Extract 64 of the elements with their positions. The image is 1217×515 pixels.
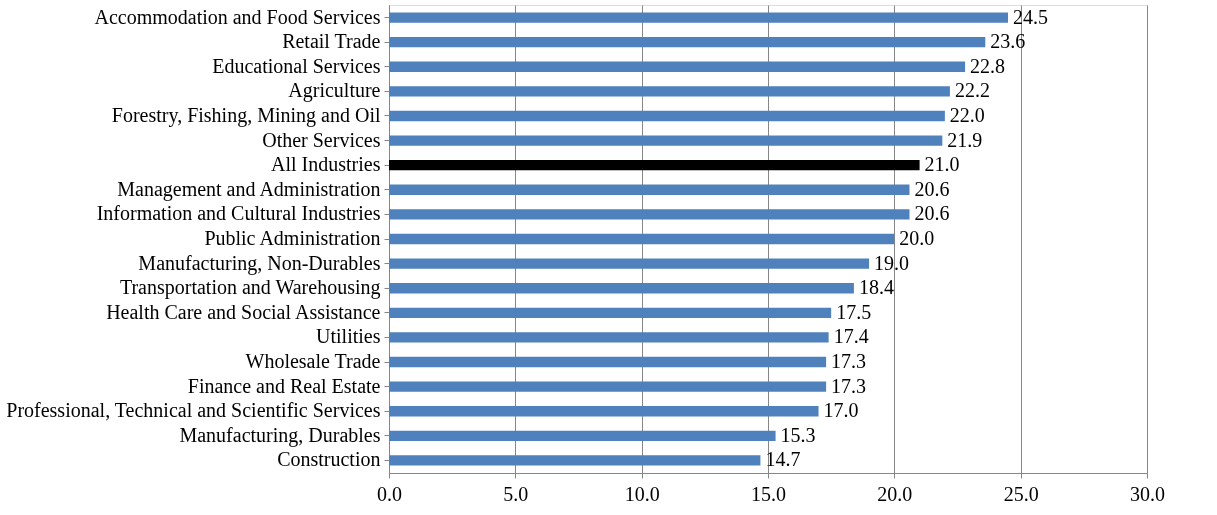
bar — [389, 36, 986, 48]
bar — [389, 455, 761, 466]
bar — [389, 209, 910, 220]
y-tick-label: Information and Cultural Industries — [96, 202, 381, 225]
y-tick-label: Accommodation and Food Services — [94, 5, 381, 28]
y-tick-label: Health Care and Social Assistance — [106, 300, 381, 323]
y-tick-label: Utilities — [316, 325, 381, 348]
y-tick-label: Retail Trade — [282, 30, 381, 53]
bar — [389, 110, 945, 122]
bar — [389, 86, 950, 97]
x-tick-label: 10.0 — [624, 482, 660, 505]
data-label: 22.2 — [954, 79, 990, 102]
data-label: 24.5 — [1013, 5, 1049, 28]
x-tick-label: 20.0 — [877, 482, 913, 505]
bar — [389, 430, 776, 442]
data-label: 20.6 — [914, 202, 950, 225]
y-tick-label: Educational Services — [212, 54, 381, 77]
data-label: 17.3 — [831, 350, 867, 373]
data-label: 20.0 — [899, 227, 935, 249]
bar — [389, 356, 827, 368]
bar — [389, 332, 829, 343]
y-tick-label: Other Services — [262, 128, 381, 151]
x-tick-label: 25.0 — [1003, 482, 1039, 505]
y-tick-label: Professional, Technical and Scientific Services — [6, 399, 381, 422]
data-label: 21.0 — [924, 153, 960, 176]
y-tick-label: Manufacturing, Non-Durables — [138, 251, 381, 275]
x-tick-label: 15.0 — [751, 482, 786, 505]
data-label: 20.6 — [914, 177, 950, 200]
bar — [389, 283, 854, 294]
bar — [389, 406, 819, 417]
data-label: 22.0 — [949, 103, 985, 126]
data-label: 22.8 — [970, 54, 1006, 77]
data-label: 14.7 — [765, 448, 801, 471]
y-tick-label: Wholesale Trade — [245, 350, 381, 373]
x-tick-label: 30.0 — [1130, 482, 1165, 505]
bar — [389, 381, 827, 392]
y-tick-label: Transportation and Warehousing — [119, 276, 381, 300]
bar — [389, 233, 895, 245]
data-label: 17.4 — [833, 325, 869, 348]
data-label: 15.3 — [780, 423, 816, 446]
y-tick-label: Construction — [277, 448, 381, 471]
x-tick-label: 5.0 — [503, 482, 529, 505]
y-tick-label: Public Administration — [204, 227, 381, 249]
y-tick-label: Manufacturing, Durables — [179, 423, 381, 447]
data-label: 23.6 — [990, 30, 1026, 53]
bar — [389, 135, 943, 146]
data-label: 17.5 — [836, 300, 872, 323]
bar — [389, 61, 966, 72]
y-tick-label: All Industries — [271, 153, 381, 176]
y-tick-label: Finance and Real Estate — [187, 374, 381, 397]
y-tick-label: Management and Administration — [117, 177, 381, 201]
bar — [389, 307, 832, 318]
y-tick-label: Forestry, Fishing, Mining and Oil — [111, 103, 381, 127]
bar — [389, 258, 870, 269]
bar — [389, 184, 910, 195]
x-tick-label: 0.0 — [377, 482, 402, 505]
bar — [389, 160, 920, 171]
bar — [389, 12, 1009, 23]
data-label: 21.9 — [947, 128, 983, 151]
data-label: 17.0 — [823, 399, 859, 422]
data-label: 18.4 — [858, 276, 894, 299]
y-tick-label: Agriculture — [288, 79, 381, 103]
data-label: 17.3 — [831, 374, 867, 397]
data-label: 19.0 — [874, 251, 910, 274]
